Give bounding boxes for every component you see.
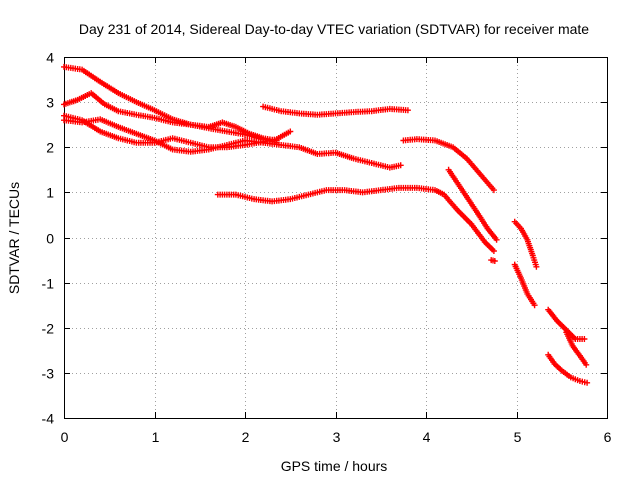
y-tick-label: 2 [46, 140, 54, 156]
sdtvar-chart: 0 1 2 3 4 5 6 -4 -3 -2 -1 0 1 2 3 4 Day 231 of 2014, Si… [0, 0, 640, 480]
y-tick-label: -1 [42, 276, 55, 292]
y-tick-label: -2 [42, 321, 55, 337]
y-tick-label: 3 [46, 95, 54, 111]
x-axis-label: GPS time / hours [281, 458, 388, 474]
x-tick-label: 5 [514, 429, 522, 445]
x-tick-label: 0 [61, 429, 69, 445]
x-tick-label: 6 [604, 429, 612, 445]
x-tick-label: 1 [152, 429, 160, 445]
y-tick-label: 0 [46, 231, 54, 247]
x-tick-label: 4 [423, 429, 431, 445]
chart-background [0, 0, 640, 480]
y-axis-label: SDTVAR / TECUs [6, 182, 22, 294]
y-tick-label: 1 [46, 185, 54, 201]
x-tick-label: 3 [333, 429, 341, 445]
y-tick-label: -3 [42, 366, 55, 382]
chart-title: Day 231 of 2014, Sidereal Day-to-day VTE… [79, 21, 589, 37]
y-tick-label: -4 [42, 411, 55, 427]
x-tick-label: 2 [242, 429, 250, 445]
y-tick-label: 4 [46, 50, 54, 66]
